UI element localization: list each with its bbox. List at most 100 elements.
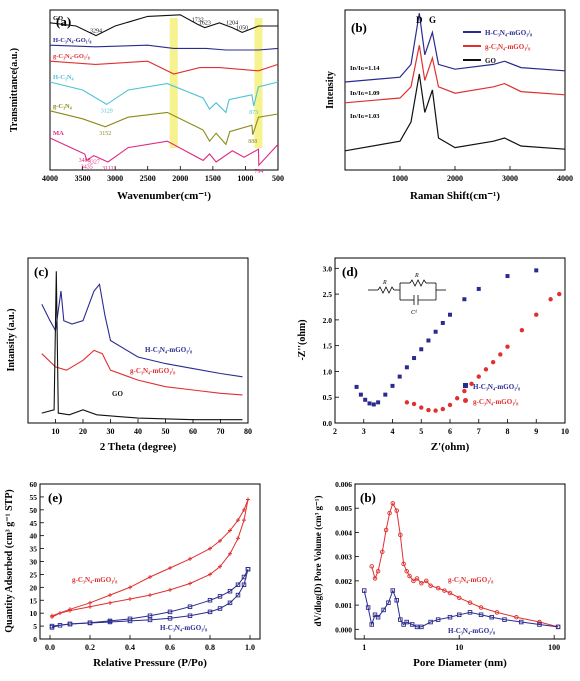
panel-a-label-1: H-C₃N₄-GO₁/₈ bbox=[53, 37, 92, 44]
panel-c-series-H-C3N4-mGO1/8 bbox=[41, 283, 243, 378]
panel-d-point-H-C3N4-mGO1/8-2 bbox=[363, 397, 368, 402]
circuit-label-r2: R bbox=[414, 273, 419, 279]
panel-d-point-g-C3N4-mGO1/8-8 bbox=[462, 388, 467, 394]
panel-f-point-H-C3N4-mGO1/8-14 bbox=[419, 624, 424, 630]
panel-b-xtick-label-1: 2000 bbox=[447, 174, 463, 183]
panel-d-point-H-C3N4-mGO1/8-4 bbox=[371, 402, 376, 407]
panel-f-point-H-C3N4-mGO1/8-3 bbox=[372, 612, 378, 618]
panel-f-point-g-C3N4-mGO1/8-10 bbox=[404, 568, 409, 574]
panel-f-point-g-C3N4-mGO1/8-23 bbox=[494, 610, 500, 615]
panel-f-ytick-label-3: 0.003 bbox=[335, 553, 352, 562]
panel-e-ytick-label-2: 10 bbox=[30, 609, 38, 618]
panel-f-point-g-C3N4-mGO1/8-24 bbox=[514, 614, 519, 620]
panel-c-xlabel: 2 Theta (degree) bbox=[100, 441, 177, 453]
panel-b-band-label-0: D bbox=[416, 15, 423, 25]
panel-e-point-H-C3N4-mGO1/8 desorption-9 bbox=[127, 616, 133, 622]
panel-d-point-g-C3N4-mGO1/8-9 bbox=[469, 381, 474, 387]
panel-f-point-H-C3N4-mGO1/8-9 bbox=[398, 617, 403, 622]
panel-e-xtick-label-2: 0.4 bbox=[125, 643, 135, 652]
panel-b-xtick-label-0: 1000 bbox=[392, 174, 408, 183]
panel-d-point-H-C3N4-mGO1/8-3 bbox=[367, 401, 372, 406]
panel-a-xtick-label-6: 1000 bbox=[237, 174, 253, 183]
panel-f-point-H-C3N4-mGO1/8-13 bbox=[414, 624, 420, 630]
panel-b-ratio-1: Iᴅ/Iɢ=1.09 bbox=[350, 90, 380, 97]
panel-f-point-g-C3N4-mGO1/8-2 bbox=[375, 568, 381, 574]
panel-e-point-g-C3N4-mGO1/8 desorption-7 bbox=[168, 565, 172, 570]
panel-d-point-g-C3N4-mGO1/8-3 bbox=[426, 407, 431, 413]
panel-a-label-2: g-C₃N₄-GO₁/₈ bbox=[53, 53, 90, 60]
panel-e-point-g-C3N4-mGO1/8 desorption-8 bbox=[148, 575, 152, 579]
panel-f-point-g-C3N4-mGO1/8-16 bbox=[428, 583, 433, 588]
panel-f-point-H-C3N4-mGO1/8-1 bbox=[365, 605, 371, 610]
panel-e-point-H-C3N4-mGO1/8 adsorption-10 bbox=[217, 606, 223, 611]
panel-f-ytick-label-5: 0.005 bbox=[335, 504, 352, 513]
panel-d-xtick-label-4: 6 bbox=[448, 427, 452, 436]
panel-d-legend-marker-1 bbox=[463, 398, 468, 403]
panel-d-point-g-C3N4-mGO1/8-15 bbox=[519, 327, 525, 333]
panel-a-highlight-band-0 bbox=[169, 18, 178, 148]
panel-d-ytick-label-4: 2.0 bbox=[323, 316, 333, 325]
panel-b-band-label-1: G bbox=[429, 15, 436, 25]
panel-d-point-H-C3N4-mGO1/8-11 bbox=[419, 347, 424, 352]
panel-b-xtick-label-2: 3000 bbox=[502, 174, 518, 183]
panel-f-xlabel: Pore Diameter (nm) bbox=[413, 657, 507, 669]
panel-e-point-H-C3N4-mGO1/8 adsorption-12 bbox=[235, 592, 241, 598]
panel-d-point-g-C3N4-mGO1/8-4 bbox=[433, 408, 438, 413]
panel-c-xtick-label-2: 30 bbox=[107, 427, 115, 436]
panel-f-ytick-label-6: 0.006 bbox=[335, 480, 352, 489]
panel-b-series-GO bbox=[344, 73, 566, 152]
panel-a-series-H-C3N4-GO bbox=[49, 44, 279, 51]
panel-e-ytick-label-5: 25 bbox=[30, 570, 38, 579]
panel-f-point-g-C3N4-mGO1/8-0 bbox=[369, 564, 374, 569]
panel-f-label-1: H-C₃N₄-mGO₁/₈ bbox=[448, 627, 495, 635]
panel-c-xtick-label-4: 50 bbox=[162, 427, 170, 436]
panel-d-point-g-C3N4-mGO1/8-17 bbox=[548, 297, 553, 302]
panel-d-point-H-C3N4-mGO1/8-14 bbox=[440, 320, 445, 325]
panel-f-point-H-C3N4-mGO1/8-4 bbox=[375, 614, 381, 620]
panel-d-point-H-C3N4-mGO1/8-12 bbox=[426, 338, 431, 343]
equivalent-circuit-diagram bbox=[368, 279, 446, 305]
panel-d-point-H-C3N4-mGO1/8-9 bbox=[404, 365, 409, 370]
panel-d-point-g-C3N4-mGO1/8-1 bbox=[411, 401, 417, 407]
panel-d-legend-label-0: H-C₃N₄-mGO₁/₈ bbox=[473, 383, 520, 391]
panel-c-label-1: g-C₃N₄-mGO₁/₈ bbox=[130, 367, 175, 375]
panel-b-xtick-label-3: 4000 bbox=[557, 174, 573, 183]
panel-d-point-H-C3N4-mGO1/8-10 bbox=[412, 356, 417, 361]
panel-f-point-g-C3N4-mGO1/8-5 bbox=[387, 510, 392, 516]
panel-e-point-g-C3N4-mGO1/8 adsorption-11 bbox=[228, 551, 232, 556]
panel-d-xtick-label-6: 8 bbox=[506, 427, 510, 436]
panel-e-label-0: g-C₃N₄-mGO₁/₈ bbox=[72, 576, 117, 584]
panel-c-series-g-C3N4-mGO1/8 bbox=[41, 349, 243, 396]
panel-f-point-H-C3N4-mGO1/8-17 bbox=[447, 614, 453, 620]
panel-c-xtick-label-6: 70 bbox=[217, 427, 225, 436]
panel-e-point-H-C3N4-mGO1/8 adsorption-6 bbox=[147, 617, 153, 623]
panel-d-point-g-C3N4-mGO1/8-6 bbox=[447, 402, 453, 408]
panel-f-point-g-C3N4-mGO1/8-11 bbox=[407, 573, 412, 579]
panel-d-point-g-C3N4-mGO1/8-5 bbox=[440, 406, 446, 412]
panel-c-label-0: H-C₃N₄-mGO₁/₈ bbox=[145, 346, 192, 354]
panel-a-peak-label-13: 794 bbox=[254, 169, 263, 175]
panel-f-ytick-label-0: 0.000 bbox=[335, 625, 352, 634]
panel-e-point-H-C3N4-mGO1/8 desorption-11 bbox=[87, 620, 93, 625]
panel-f-point-g-C3N4-mGO1/8-22 bbox=[478, 605, 484, 610]
panel-a-peak-label-11: 3435 bbox=[81, 164, 93, 170]
panel-f-point-H-C3N4-mGO1/8-0 bbox=[361, 588, 367, 593]
panel-c-series-GO bbox=[41, 271, 243, 421]
panel-f-point-H-C3N4-mGO1/8-16 bbox=[435, 617, 441, 622]
panel-d-ytick-label-0: 0.0 bbox=[323, 419, 333, 428]
panel-e-ytick-label-3: 15 bbox=[30, 596, 38, 605]
panel-f-frame bbox=[354, 483, 566, 640]
panel-d-frame bbox=[334, 257, 566, 424]
panel-d-xtick-label-1: 3 bbox=[362, 427, 366, 436]
panel-a-label-0: GO bbox=[53, 15, 63, 22]
panel-f-xtick-label-2: 100 bbox=[548, 643, 560, 652]
panel-f-point-H-C3N4-mGO1/8-5 bbox=[381, 607, 386, 613]
panel-e-ytick-label-12: 60 bbox=[30, 480, 38, 489]
panel-e-ytick-label-10: 50 bbox=[30, 506, 38, 515]
circuit-label-c: Cᵈ bbox=[411, 310, 418, 316]
panel-d-point-g-C3N4-mGO1/8-18 bbox=[557, 291, 562, 297]
panel-a-frame bbox=[49, 9, 279, 171]
panel-d-point-H-C3N4-mGO1/8-7 bbox=[390, 383, 395, 388]
panel-e-point-H-C3N4-mGO1/8 desorption-1 bbox=[241, 574, 247, 580]
panel-d-ytick-label-5: 2.5 bbox=[323, 290, 333, 299]
